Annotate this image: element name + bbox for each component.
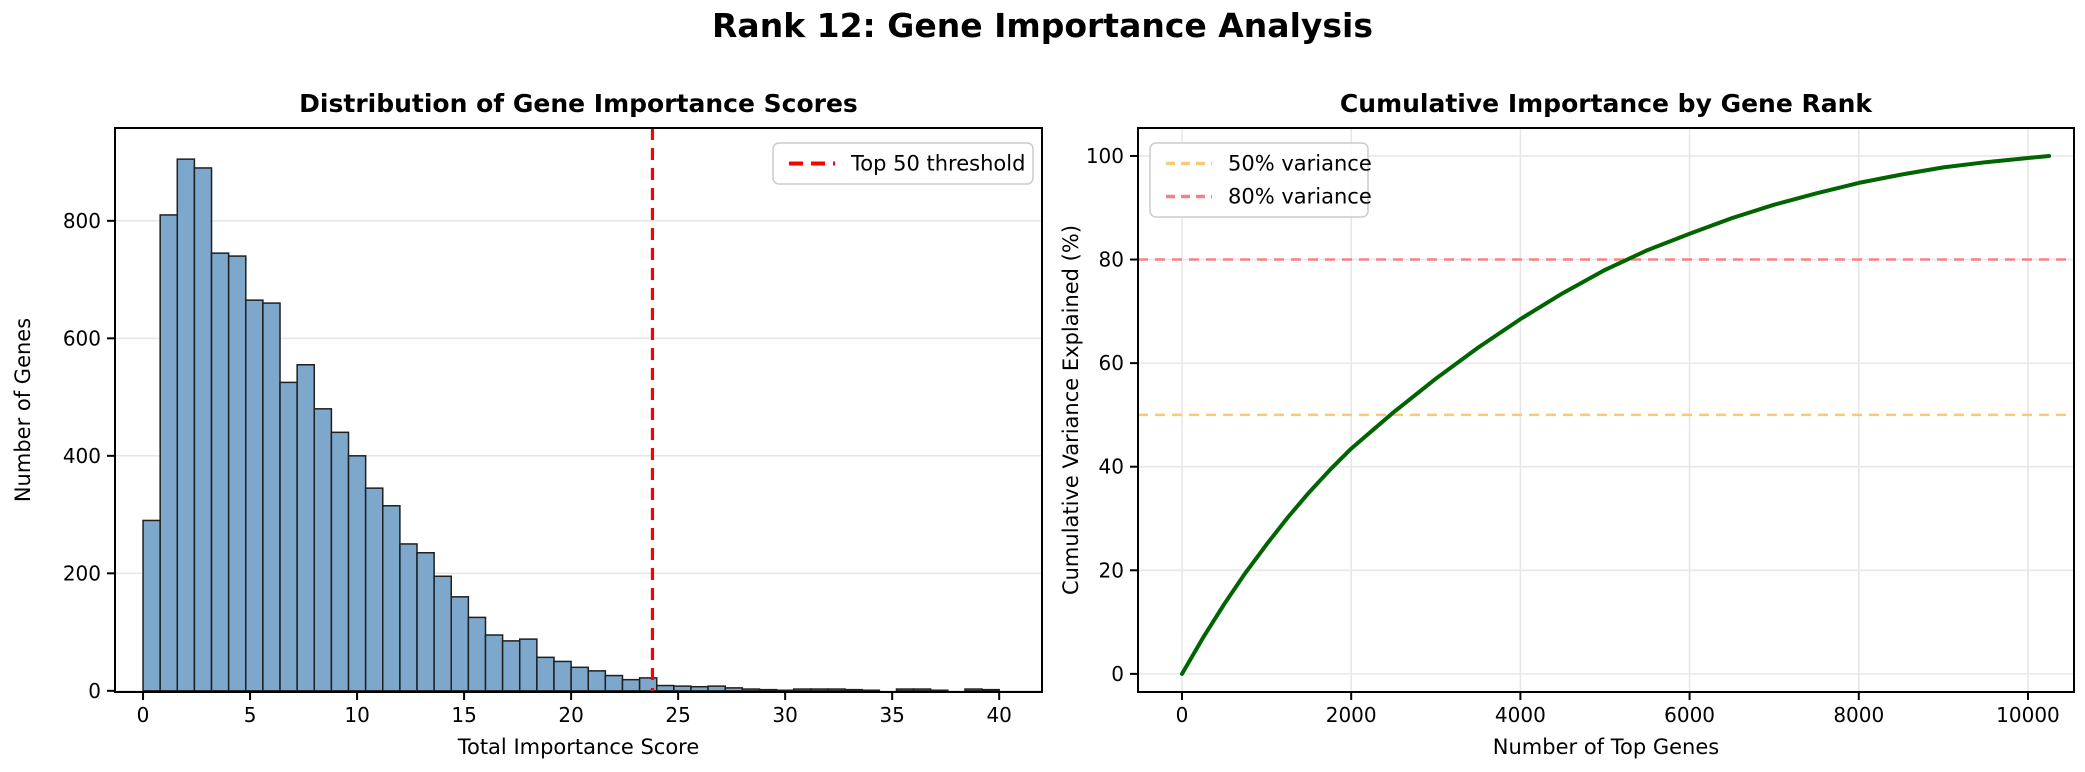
legend-entry-label: 50% variance [1228, 152, 1372, 176]
y-axis-label: Number of Genes [11, 318, 35, 502]
histogram-bar [673, 685, 692, 692]
histogram-bar [399, 543, 418, 692]
histogram-bar [707, 685, 726, 692]
histogram-bar [604, 674, 624, 692]
y-tick-label: 60 [1099, 351, 1124, 375]
y-tick-label: 0 [88, 679, 101, 703]
histogram-bar [467, 616, 487, 692]
plot-title: Cumulative Importance by Gene Rank [1340, 89, 1874, 118]
histogram-bar [758, 688, 778, 692]
y-tick-label: 800 [63, 209, 101, 233]
histogram-bar [655, 684, 675, 692]
x-axis-label: Number of Top Genes [1493, 735, 1719, 759]
histogram-bar [810, 688, 829, 692]
x-tick-label: 20 [558, 703, 583, 727]
histogram-bar [912, 688, 932, 692]
cumulative-curve [1180, 154, 2052, 676]
x-tick-label: 10000 [1996, 703, 2060, 727]
histogram-bar [484, 634, 504, 692]
legend-box [1149, 142, 1369, 218]
histogram-bar [450, 596, 470, 692]
y-tick-label: 600 [63, 326, 101, 350]
histogram-bar [296, 364, 316, 692]
x-tick-label: 35 [879, 703, 904, 727]
legend-box [772, 142, 1034, 185]
histogram-bar [347, 455, 367, 692]
histogram-bar [193, 167, 213, 692]
y-tick-label: 0 [1111, 662, 1124, 686]
histogram-bar [227, 255, 247, 692]
y-tick-label: 200 [63, 561, 101, 585]
histogram-bar [433, 575, 453, 692]
legend-entry-label: Top 50 threshold [850, 152, 1025, 176]
x-tick-label: 0 [1176, 703, 1189, 727]
histogram-bar [929, 689, 949, 692]
plot-frame [114, 127, 1043, 693]
histogram-bar [416, 552, 435, 692]
histogram-bar [245, 299, 264, 692]
histogram-bar [638, 677, 658, 692]
histogram-bar [775, 689, 795, 692]
x-axis-label: Total Importance Score [457, 735, 700, 759]
histogram-bar [142, 519, 161, 692]
histogram-bar [330, 431, 350, 692]
x-tick-label: 15 [451, 703, 476, 727]
histogram-bar [621, 678, 641, 692]
histogram-bar [364, 487, 384, 692]
histogram-bar [553, 660, 572, 692]
x-tick-label: 25 [665, 703, 690, 727]
legend-entry-label: 80% variance [1228, 185, 1372, 209]
y-tick-label: 40 [1099, 455, 1124, 479]
y-tick-label: 80 [1099, 248, 1124, 272]
histogram-bar [895, 688, 915, 692]
histogram-bar [518, 638, 538, 692]
histogram-bar [570, 666, 589, 692]
plot-frame [1137, 127, 2075, 693]
histogram-bar [861, 689, 881, 692]
x-tick-label: 6000 [1664, 703, 1715, 727]
histogram-bar [313, 408, 333, 692]
figure-title: Rank 12: Gene Importance Analysis [712, 6, 1373, 45]
x-tick-label: 40 [986, 703, 1011, 727]
x-tick-label: 0 [137, 703, 150, 727]
histogram-bar [844, 688, 863, 692]
x-tick-label: 2000 [1326, 703, 1377, 727]
histogram-bar [159, 214, 179, 692]
y-axis-label: Cumulative Variance Explained (%) [1059, 225, 1083, 595]
histogram-bar [262, 302, 281, 692]
plot-title: Distribution of Gene Importance Scores [299, 89, 858, 118]
histogram-bar [741, 688, 761, 692]
x-tick-label: 4000 [1495, 703, 1546, 727]
x-tick-label: 10 [344, 703, 369, 727]
x-tick-label: 30 [772, 703, 797, 727]
histogram-bar [210, 252, 230, 692]
histogram-bar [279, 381, 298, 692]
histogram-bar [981, 688, 1000, 692]
histogram-bar [724, 687, 744, 692]
histogram-bar [536, 656, 555, 692]
y-tick-label: 400 [63, 444, 101, 468]
histogram-bar [827, 688, 846, 692]
histogram-bar [587, 670, 607, 692]
histogram-bar [792, 688, 812, 692]
x-tick-label: 8000 [1833, 703, 1884, 727]
histogram-bar [964, 688, 983, 692]
x-tick-label: 5 [244, 703, 257, 727]
y-tick-label: 100 [1086, 144, 1124, 168]
y-tick-label: 20 [1099, 558, 1124, 582]
histogram-bar [690, 685, 709, 692]
histogram-bar [501, 640, 521, 692]
histogram-bar [382, 505, 401, 692]
histogram-bar [176, 158, 196, 692]
